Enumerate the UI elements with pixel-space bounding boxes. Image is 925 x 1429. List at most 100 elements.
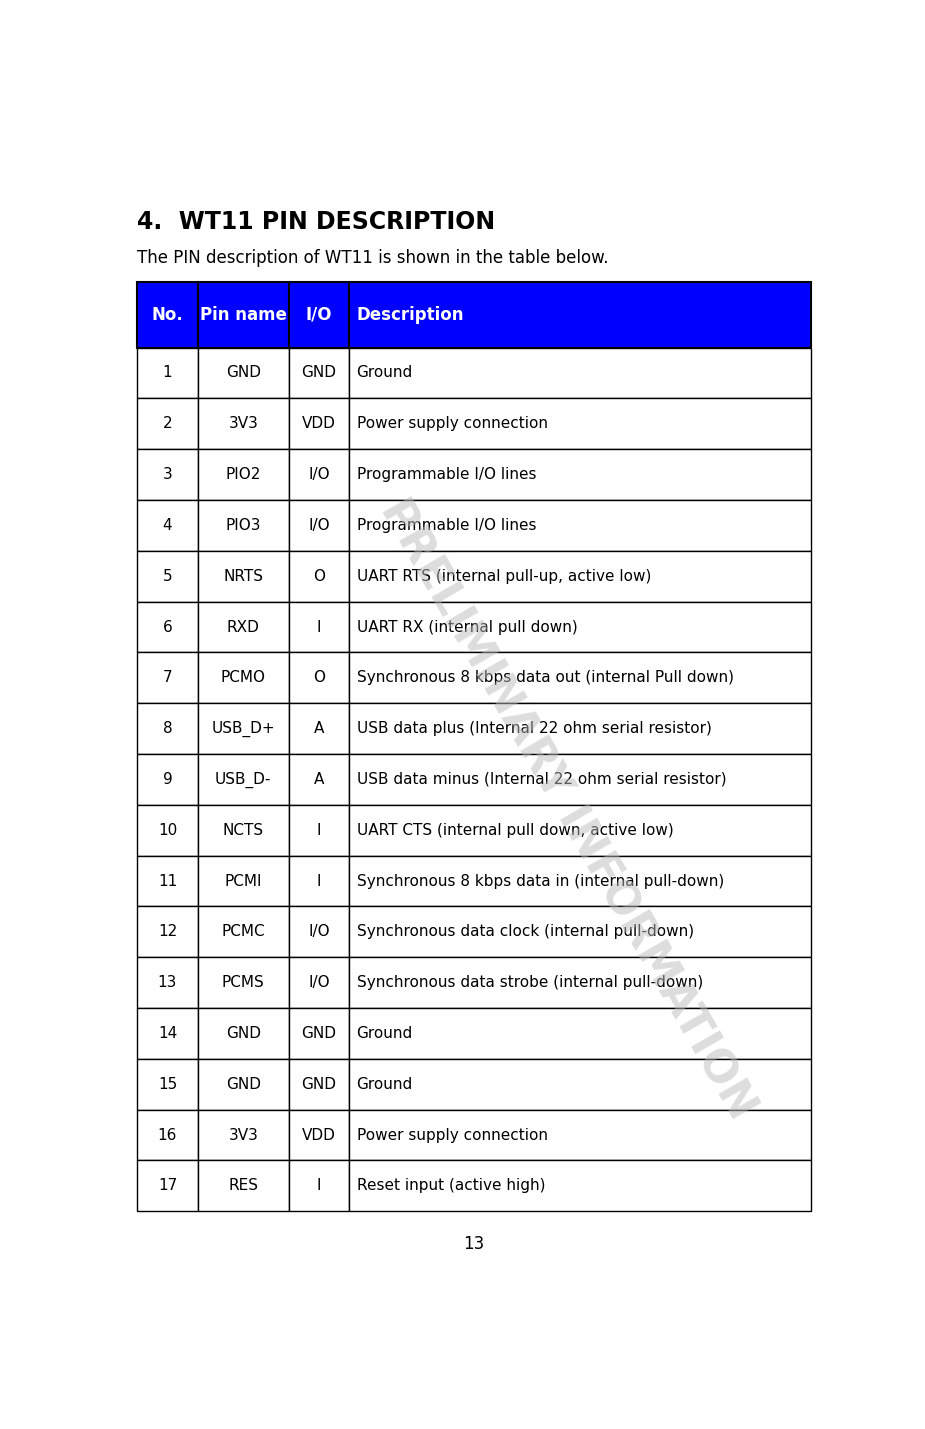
Bar bbox=[137, 1007, 198, 1059]
Bar bbox=[198, 399, 289, 449]
Text: 11: 11 bbox=[158, 873, 177, 889]
Bar bbox=[289, 906, 350, 957]
Bar bbox=[289, 805, 350, 856]
Text: PRELIMINARY INFORMATION: PRELIMINARY INFORMATION bbox=[372, 492, 763, 1127]
Text: UART CTS (internal pull down, active low): UART CTS (internal pull down, active low… bbox=[356, 823, 673, 837]
Bar bbox=[137, 550, 198, 602]
Text: 6: 6 bbox=[163, 620, 172, 634]
Text: 15: 15 bbox=[158, 1077, 177, 1092]
Text: 2: 2 bbox=[163, 416, 172, 432]
Text: 10: 10 bbox=[158, 823, 177, 837]
Text: RXD: RXD bbox=[227, 620, 260, 634]
Bar bbox=[289, 1110, 350, 1160]
Bar bbox=[350, 1059, 811, 1110]
Text: I/O: I/O bbox=[308, 925, 330, 939]
Text: 5: 5 bbox=[163, 569, 172, 583]
Text: O: O bbox=[313, 569, 325, 583]
Bar bbox=[198, 347, 289, 399]
Bar bbox=[198, 500, 289, 550]
Bar bbox=[137, 1160, 198, 1212]
Text: NCTS: NCTS bbox=[223, 823, 264, 837]
Bar bbox=[289, 856, 350, 906]
Bar bbox=[137, 703, 198, 755]
Bar bbox=[350, 282, 811, 347]
Text: GND: GND bbox=[302, 366, 337, 380]
Text: PIO2: PIO2 bbox=[226, 467, 261, 482]
Bar bbox=[137, 282, 198, 347]
Text: A: A bbox=[314, 722, 325, 736]
Text: GND: GND bbox=[302, 1077, 337, 1092]
Text: 1: 1 bbox=[163, 366, 172, 380]
Text: 13: 13 bbox=[463, 1235, 485, 1253]
Text: PCMI: PCMI bbox=[225, 873, 262, 889]
Text: UART RX (internal pull down): UART RX (internal pull down) bbox=[356, 620, 577, 634]
Text: Reset input (active high): Reset input (active high) bbox=[356, 1179, 545, 1193]
Bar bbox=[350, 755, 811, 805]
Bar bbox=[350, 906, 811, 957]
Text: I: I bbox=[317, 823, 321, 837]
Text: Ground: Ground bbox=[356, 366, 413, 380]
Bar bbox=[198, 703, 289, 755]
Text: PCMO: PCMO bbox=[221, 670, 265, 686]
Bar bbox=[350, 347, 811, 399]
Text: VDD: VDD bbox=[302, 1127, 336, 1143]
Text: Ground: Ground bbox=[356, 1026, 413, 1040]
Text: Power supply connection: Power supply connection bbox=[356, 1127, 548, 1143]
Bar bbox=[137, 755, 198, 805]
Bar bbox=[289, 653, 350, 703]
Text: O: O bbox=[313, 670, 325, 686]
Text: PCMS: PCMS bbox=[222, 975, 265, 990]
Text: PCMC: PCMC bbox=[221, 925, 265, 939]
Text: 14: 14 bbox=[158, 1026, 177, 1040]
Bar bbox=[198, 1110, 289, 1160]
Bar bbox=[350, 856, 811, 906]
Bar bbox=[350, 550, 811, 602]
Text: 4.  WT11 PIN DESCRIPTION: 4. WT11 PIN DESCRIPTION bbox=[137, 210, 495, 234]
Text: USB data minus (Internal 22 ohm serial resistor): USB data minus (Internal 22 ohm serial r… bbox=[356, 772, 726, 787]
Bar bbox=[350, 957, 811, 1007]
Bar bbox=[289, 1007, 350, 1059]
Text: 4: 4 bbox=[163, 517, 172, 533]
Bar bbox=[198, 957, 289, 1007]
Text: I: I bbox=[317, 873, 321, 889]
Text: Ground: Ground bbox=[356, 1077, 413, 1092]
Text: I/O: I/O bbox=[308, 467, 330, 482]
Text: I: I bbox=[317, 620, 321, 634]
Text: 13: 13 bbox=[158, 975, 178, 990]
Bar bbox=[289, 602, 350, 653]
Bar bbox=[198, 282, 289, 347]
Bar bbox=[289, 1160, 350, 1212]
Text: USB_D+: USB_D+ bbox=[212, 720, 275, 737]
Bar bbox=[137, 805, 198, 856]
Text: 3V3: 3V3 bbox=[228, 416, 258, 432]
Text: UART RTS (internal pull-up, active low): UART RTS (internal pull-up, active low) bbox=[356, 569, 651, 583]
Bar bbox=[289, 703, 350, 755]
Bar bbox=[137, 906, 198, 957]
Text: RES: RES bbox=[228, 1179, 258, 1193]
Text: No.: No. bbox=[152, 306, 183, 323]
Bar bbox=[350, 602, 811, 653]
Bar bbox=[350, 500, 811, 550]
Bar bbox=[350, 1007, 811, 1059]
Bar bbox=[350, 1110, 811, 1160]
Text: 16: 16 bbox=[158, 1127, 178, 1143]
Text: Synchronous data strobe (internal pull-down): Synchronous data strobe (internal pull-d… bbox=[356, 975, 703, 990]
Bar bbox=[198, 906, 289, 957]
Text: Pin name: Pin name bbox=[200, 306, 287, 323]
Text: Programmable I/O lines: Programmable I/O lines bbox=[356, 517, 536, 533]
Text: Description: Description bbox=[356, 306, 464, 323]
Text: GND: GND bbox=[226, 1026, 261, 1040]
Bar bbox=[137, 500, 198, 550]
Bar bbox=[289, 282, 350, 347]
Bar bbox=[198, 805, 289, 856]
Text: I: I bbox=[317, 1179, 321, 1193]
Text: 12: 12 bbox=[158, 925, 177, 939]
Bar bbox=[137, 347, 198, 399]
Text: I/O: I/O bbox=[308, 517, 330, 533]
Bar bbox=[289, 347, 350, 399]
Text: Synchronous data clock (internal pull-down): Synchronous data clock (internal pull-do… bbox=[356, 925, 694, 939]
Bar bbox=[289, 449, 350, 500]
Bar bbox=[137, 856, 198, 906]
Text: 3: 3 bbox=[163, 467, 172, 482]
Bar bbox=[350, 1160, 811, 1212]
